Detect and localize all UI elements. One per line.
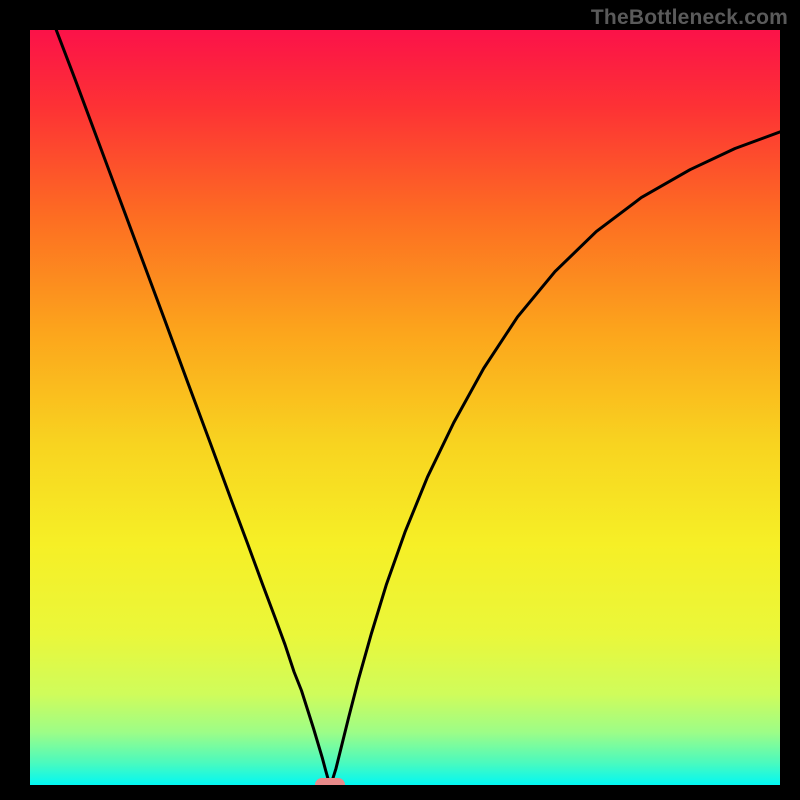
chart-container: TheBottleneck.com [0,0,800,800]
minimum-marker [315,778,345,785]
watermark-text: TheBottleneck.com [591,6,788,30]
bottleneck-curve [30,30,780,785]
plot-area [30,30,780,785]
